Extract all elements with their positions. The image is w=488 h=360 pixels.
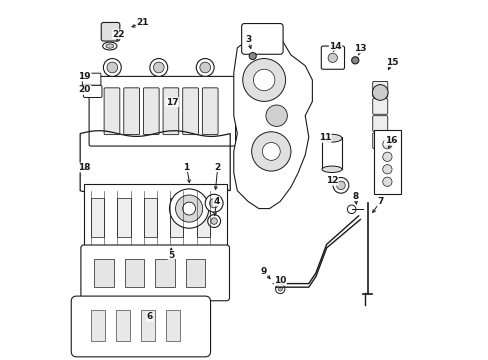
- Circle shape: [265, 105, 287, 126]
- Text: 15: 15: [386, 58, 398, 67]
- Circle shape: [196, 59, 214, 76]
- Text: 11: 11: [318, 133, 330, 142]
- FancyBboxPatch shape: [89, 76, 235, 146]
- Bar: [117, 198, 130, 237]
- Circle shape: [332, 177, 348, 193]
- Ellipse shape: [322, 166, 341, 172]
- FancyBboxPatch shape: [372, 81, 387, 97]
- Bar: [322, 137, 341, 169]
- Circle shape: [153, 62, 164, 73]
- FancyBboxPatch shape: [372, 133, 387, 149]
- Circle shape: [251, 132, 290, 171]
- FancyBboxPatch shape: [81, 245, 229, 301]
- FancyBboxPatch shape: [104, 88, 120, 135]
- Circle shape: [382, 140, 391, 149]
- FancyBboxPatch shape: [82, 73, 101, 85]
- Text: 12: 12: [325, 176, 338, 185]
- Circle shape: [327, 53, 337, 63]
- Text: 1: 1: [183, 163, 189, 172]
- Text: 7: 7: [376, 197, 383, 206]
- Bar: [196, 198, 209, 237]
- Circle shape: [275, 284, 285, 294]
- FancyBboxPatch shape: [183, 88, 198, 135]
- FancyBboxPatch shape: [241, 23, 283, 54]
- FancyBboxPatch shape: [321, 46, 344, 69]
- Circle shape: [382, 165, 391, 174]
- Circle shape: [336, 181, 345, 190]
- Bar: [141, 310, 155, 341]
- Text: 16: 16: [384, 136, 396, 145]
- FancyBboxPatch shape: [163, 88, 179, 135]
- Text: 9: 9: [261, 267, 267, 276]
- FancyBboxPatch shape: [202, 88, 218, 135]
- Bar: [143, 198, 157, 237]
- Bar: [155, 258, 175, 287]
- Bar: [170, 198, 183, 237]
- Text: 14: 14: [328, 41, 341, 50]
- Circle shape: [253, 69, 274, 91]
- Bar: [83, 184, 226, 251]
- Circle shape: [346, 205, 355, 213]
- Circle shape: [382, 152, 391, 161]
- FancyBboxPatch shape: [101, 22, 120, 41]
- Text: 8: 8: [351, 192, 358, 201]
- Circle shape: [351, 57, 358, 64]
- Circle shape: [262, 143, 280, 160]
- Circle shape: [242, 59, 285, 102]
- Circle shape: [372, 85, 387, 100]
- FancyBboxPatch shape: [372, 116, 387, 131]
- Bar: [185, 258, 205, 287]
- Text: 5: 5: [168, 251, 174, 260]
- Circle shape: [149, 59, 167, 76]
- Ellipse shape: [322, 134, 341, 142]
- Circle shape: [248, 53, 256, 60]
- Text: 18: 18: [78, 163, 91, 172]
- Bar: [94, 258, 114, 287]
- Text: 22: 22: [112, 30, 125, 39]
- Circle shape: [183, 202, 195, 215]
- Circle shape: [175, 195, 203, 222]
- Text: 2: 2: [214, 163, 221, 172]
- Bar: [91, 198, 104, 237]
- Circle shape: [107, 62, 118, 73]
- Text: 20: 20: [79, 85, 91, 94]
- Circle shape: [200, 62, 210, 73]
- Text: 19: 19: [79, 72, 91, 81]
- Text: 21: 21: [136, 18, 149, 27]
- Text: 17: 17: [166, 98, 178, 107]
- Circle shape: [205, 194, 223, 212]
- Bar: [124, 258, 144, 287]
- Circle shape: [278, 287, 282, 291]
- Bar: [165, 310, 180, 341]
- Text: 10: 10: [273, 276, 286, 285]
- Circle shape: [169, 189, 208, 228]
- Circle shape: [210, 218, 217, 224]
- Text: 13: 13: [354, 44, 366, 53]
- FancyBboxPatch shape: [143, 88, 159, 135]
- Text: 3: 3: [244, 35, 251, 44]
- Ellipse shape: [106, 44, 114, 48]
- Text: 6: 6: [146, 312, 153, 321]
- Circle shape: [207, 215, 220, 228]
- Text: 4: 4: [213, 197, 220, 206]
- Circle shape: [103, 59, 121, 76]
- Bar: [373, 130, 400, 194]
- PathPatch shape: [233, 30, 312, 208]
- Ellipse shape: [102, 42, 117, 50]
- Circle shape: [382, 177, 391, 186]
- FancyBboxPatch shape: [123, 88, 139, 135]
- Circle shape: [209, 199, 218, 208]
- Bar: [91, 310, 105, 341]
- FancyBboxPatch shape: [83, 85, 102, 98]
- Bar: [116, 310, 130, 341]
- FancyBboxPatch shape: [372, 99, 387, 114]
- FancyBboxPatch shape: [71, 296, 210, 357]
